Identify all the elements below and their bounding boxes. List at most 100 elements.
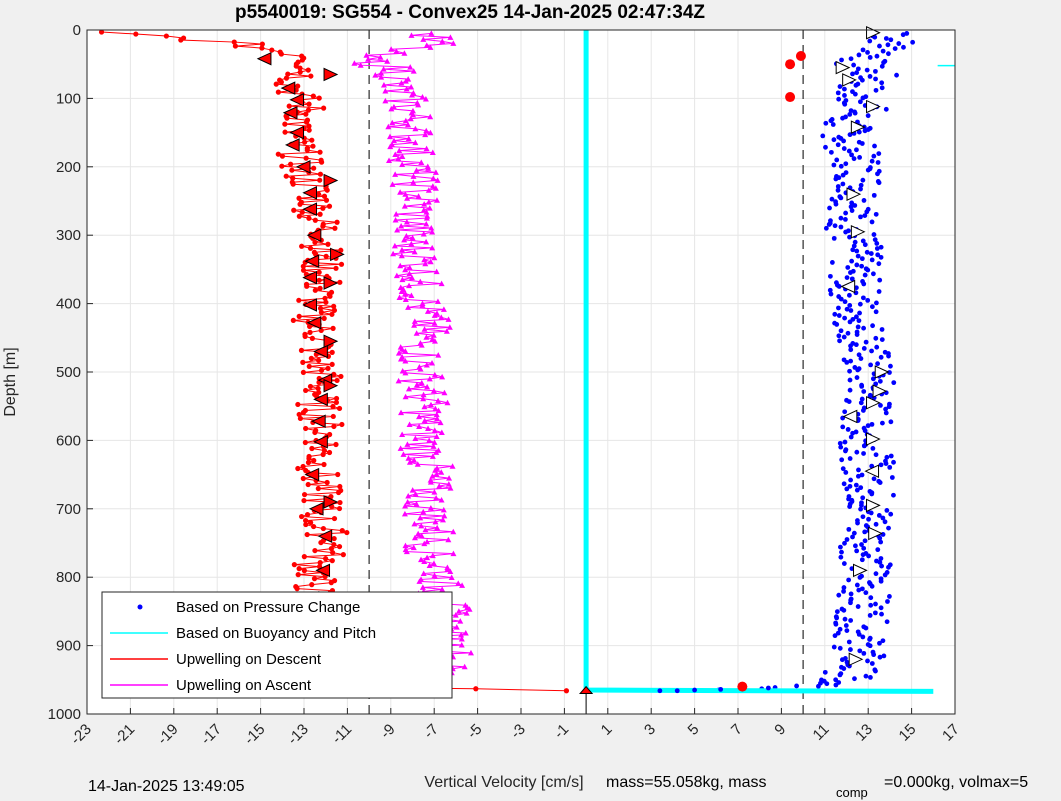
descent-direction-triangle — [304, 254, 320, 268]
pressure-point — [856, 631, 862, 637]
descent-point — [318, 539, 324, 546]
descent-point — [338, 261, 345, 267]
pressure-point — [831, 162, 837, 168]
pressure-point — [836, 96, 842, 102]
pressure-point — [852, 91, 858, 97]
ascent-point — [429, 360, 436, 366]
descent-point — [307, 383, 314, 390]
highlight-point — [785, 92, 796, 103]
ascent-point — [417, 365, 424, 372]
pressure-point — [848, 347, 854, 353]
ascent-point — [438, 429, 445, 435]
ascent-point — [445, 481, 452, 487]
pressure-point — [874, 246, 880, 251]
descent-point — [330, 549, 336, 556]
ascent-point — [438, 314, 445, 320]
pressure-point — [841, 561, 847, 566]
ascent-point — [462, 630, 469, 636]
ascent-point — [418, 159, 425, 165]
ascent-point — [418, 379, 425, 386]
pressure-point — [863, 625, 869, 631]
descent-point — [284, 115, 290, 121]
pressure-point — [856, 467, 861, 473]
ascent-point — [423, 238, 430, 245]
pressure-point — [878, 539, 884, 545]
pressure-point — [857, 648, 863, 654]
ascent-point — [424, 554, 431, 561]
pressure-point — [868, 362, 874, 368]
ascent-point — [441, 389, 448, 396]
pressure-point — [859, 472, 865, 478]
pressure-point — [894, 72, 899, 78]
descent-point — [320, 525, 327, 532]
pressure-point — [910, 39, 916, 45]
ascent-point — [427, 504, 434, 511]
ascent-point — [439, 586, 446, 592]
descent-point — [303, 387, 309, 394]
ascent-point — [409, 487, 416, 493]
pressure-point — [842, 409, 848, 415]
pressure-point — [880, 48, 886, 54]
pressure-point — [843, 210, 849, 216]
pressure-point — [846, 577, 852, 583]
ascent-point — [402, 502, 409, 509]
ascent-point — [403, 548, 410, 555]
descent-point — [275, 89, 281, 95]
pressure-point — [868, 602, 874, 608]
ascent-point — [387, 143, 394, 150]
descent-point — [336, 405, 343, 412]
pressure-point — [849, 258, 855, 264]
descent-point — [303, 155, 309, 161]
pressure-point — [848, 343, 853, 349]
pressure-point — [873, 87, 879, 93]
ascent-point — [434, 524, 441, 531]
descent-point — [309, 137, 315, 143]
pressure-point — [851, 530, 857, 536]
descent-point — [273, 81, 279, 87]
ascent-point — [423, 221, 430, 227]
ascent-point — [450, 40, 457, 46]
ascent-point — [398, 409, 405, 416]
footer-comp-volmax: =0.000kg, volmax=5 — [884, 774, 1028, 791]
ascent-point — [431, 489, 438, 495]
ascent-point — [453, 624, 460, 630]
descent-direction-triangle — [323, 173, 339, 188]
pressure-point — [861, 443, 867, 449]
pressure-point — [831, 644, 837, 650]
pressure-point — [901, 44, 906, 50]
ascent-point — [399, 276, 406, 283]
pressure-point — [842, 101, 848, 107]
pressure-point — [842, 315, 848, 321]
ascent-point — [458, 641, 465, 648]
descent-point — [279, 153, 286, 159]
ascent-point — [447, 34, 454, 40]
pressure-point — [845, 330, 851, 336]
pressure-point — [835, 142, 841, 148]
pressure-point — [862, 272, 868, 278]
ascent-point — [411, 318, 418, 324]
pressure-point — [836, 592, 842, 598]
pressure-point — [842, 540, 847, 546]
pressure-point — [856, 352, 862, 358]
pressure-point — [852, 110, 858, 116]
pressure-point — [833, 677, 839, 683]
pressure-point — [863, 339, 869, 345]
pressure-point — [853, 482, 859, 488]
descent-point — [309, 335, 315, 341]
legend-marker-pressure — [137, 604, 143, 610]
descent-point — [306, 323, 313, 329]
pressure-point — [831, 235, 837, 241]
pressure-point — [833, 621, 839, 627]
pressure-point — [832, 223, 838, 229]
pressure-point — [870, 323, 875, 329]
ascent-point — [420, 36, 427, 42]
pressure-point — [886, 51, 891, 57]
y-tick-label: 500 — [56, 364, 81, 381]
pressure-point — [841, 146, 847, 151]
descent-point — [290, 175, 296, 181]
ascent-point — [455, 608, 462, 614]
ascent-point — [388, 46, 395, 52]
ascent-point — [445, 536, 452, 543]
pressure-point — [822, 669, 828, 675]
